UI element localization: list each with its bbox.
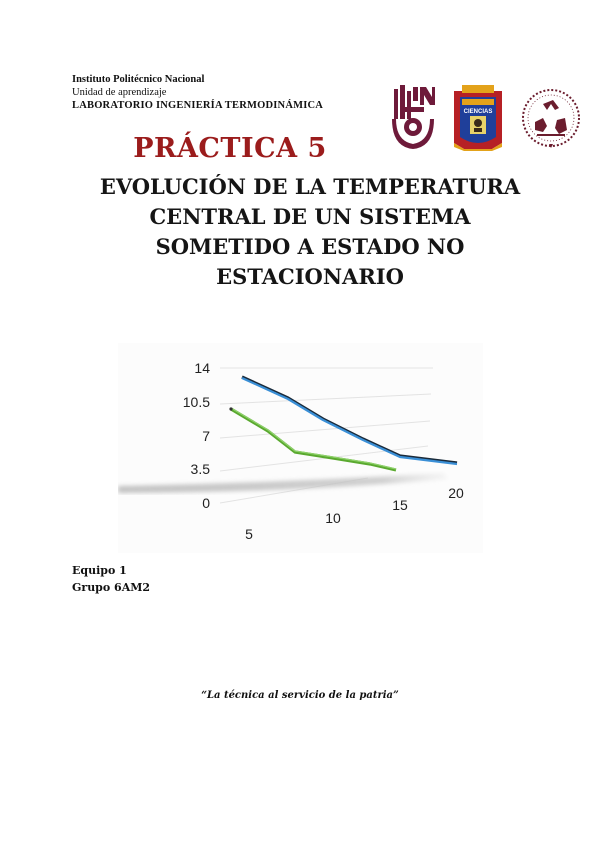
logo-text-ciencias: CIENCIAS — [464, 109, 493, 115]
encb-ciencias-biologicas-logo: CIENCIAS — [450, 83, 506, 155]
institution-name: Instituto Politécnico Nacional — [72, 74, 205, 85]
y-tick: 7 — [202, 428, 210, 444]
floor-shadow — [118, 473, 448, 493]
lab-name: LABORATORIO INGENIERÍA TERMODINÁMICA — [72, 100, 324, 111]
series-line-blue-edge — [241, 375, 458, 465]
motto: “La técnica al servicio de la patria” — [201, 690, 399, 701]
title-line: EVOLUCIÓN DE LA TEMPERATURA — [99, 174, 521, 199]
y-tick: 14 — [194, 360, 210, 376]
y-tick: 3.5 — [191, 461, 211, 477]
series-line-green — [230, 407, 397, 472]
x-tick: 5 — [245, 526, 253, 542]
recycle-seal-logo — [519, 86, 583, 154]
ipn-logo — [390, 83, 436, 155]
series-line-green-highlight — [230, 407, 397, 470]
team-info: Equipo 1 Grupo 6AM2 — [72, 562, 150, 596]
title-line: SOMETIDO A ESTADO NO — [155, 234, 465, 259]
x-tick: 15 — [392, 497, 408, 513]
x-tick: 10 — [325, 510, 341, 526]
team-equipo: Equipo 1 — [72, 564, 127, 577]
institution-header: Instituto Politécnico Nacional Unidad de… — [72, 73, 323, 112]
team-grupo: Grupo 6AM2 — [72, 581, 151, 594]
y-tick: 0 — [202, 495, 210, 511]
series-line-blue — [241, 376, 458, 466]
title-line: CENTRAL DE UN SISTEMA — [149, 204, 471, 229]
unit-label: Unidad de aprendizaje — [72, 87, 167, 98]
document-title: EVOLUCIÓN DE LA TEMPERATURA CENTRAL DE U… — [0, 172, 600, 292]
y-tick: 10.5 — [183, 394, 210, 410]
practice-number: PRÁCTICA 5 — [133, 133, 327, 164]
cover-chart-image: 14 10.5 7 3.5 0 5 10 15 20 — [118, 343, 483, 553]
gridlines — [219, 367, 433, 504]
title-line: ESTACIONARIO — [216, 264, 404, 289]
series-start-marker — [229, 407, 233, 411]
x-tick: 20 — [448, 485, 464, 501]
